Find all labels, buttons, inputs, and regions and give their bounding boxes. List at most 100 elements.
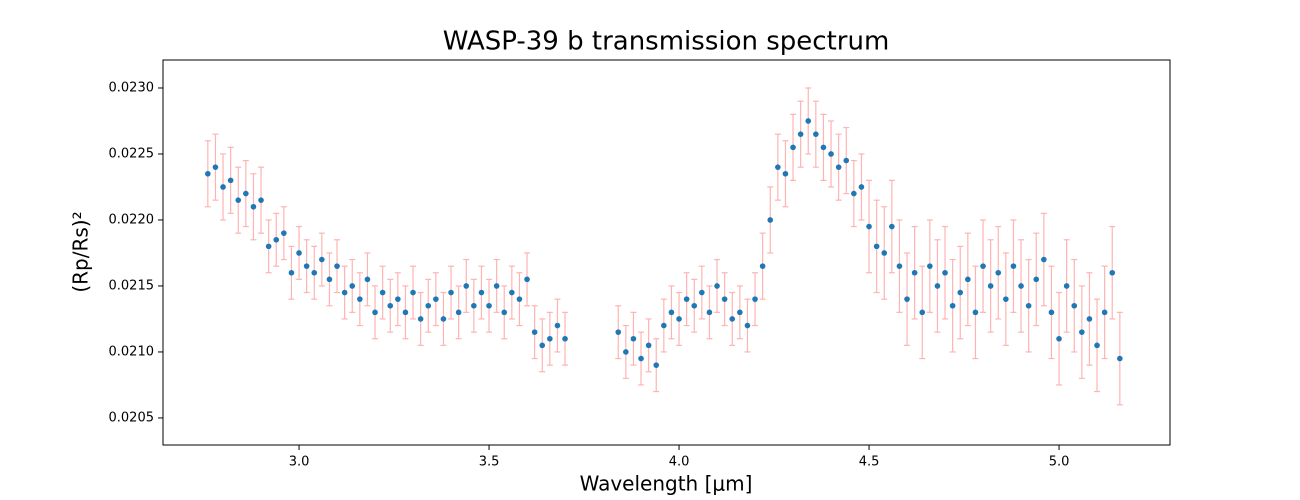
data-point — [448, 289, 454, 296]
data-point — [478, 289, 485, 296]
data-point — [995, 269, 1002, 276]
data-point — [235, 197, 242, 203]
data-point — [843, 157, 850, 164]
x-tick-label: 3.0 — [289, 455, 310, 470]
data-point — [455, 309, 462, 316]
data-point — [691, 302, 698, 309]
data-point — [539, 342, 546, 349]
data-point — [334, 263, 340, 269]
data-point — [357, 296, 363, 302]
data-point — [349, 283, 356, 289]
data-point — [281, 230, 287, 236]
data-point — [934, 283, 941, 289]
data-point — [501, 309, 508, 316]
data-point — [866, 223, 872, 230]
data-point — [744, 322, 751, 329]
data-point — [1010, 263, 1017, 269]
plot-frame — [162, 59, 1171, 446]
x-tick-label: 4.5 — [859, 455, 880, 470]
data-point — [683, 296, 690, 302]
data-point — [1041, 256, 1047, 263]
data-point — [303, 263, 310, 269]
data-point — [828, 151, 834, 157]
data-point — [1025, 302, 1032, 309]
data-point — [858, 184, 865, 190]
data-point — [562, 335, 568, 342]
data-point — [987, 283, 994, 289]
data-point — [889, 223, 895, 230]
data-point — [927, 263, 933, 269]
data-point — [623, 349, 629, 355]
data-point — [729, 316, 736, 322]
data-point — [387, 302, 394, 309]
data-point — [904, 296, 910, 302]
data-point — [714, 283, 720, 289]
data-point — [965, 276, 971, 283]
data-point — [433, 296, 439, 302]
x-tick-label: 3.5 — [479, 455, 500, 470]
data-point — [417, 316, 424, 322]
data-point — [326, 276, 333, 283]
data-point — [319, 256, 325, 263]
data-point — [425, 302, 432, 309]
data-point — [721, 296, 728, 302]
data-point — [1018, 283, 1024, 289]
data-point — [1079, 329, 1085, 335]
data-point — [516, 296, 523, 302]
data-point — [980, 263, 986, 269]
data-point — [797, 131, 804, 137]
data-point — [1117, 355, 1123, 362]
data-point — [531, 329, 538, 335]
data-point — [615, 329, 622, 335]
data-point — [972, 309, 979, 316]
data-point — [919, 309, 926, 316]
data-point — [296, 250, 302, 256]
y-tick-label: 0.0225 — [109, 146, 155, 161]
data-point — [752, 296, 758, 302]
data-point — [250, 203, 257, 210]
data-point — [1063, 283, 1070, 289]
data-point — [737, 309, 743, 316]
data-point — [1094, 342, 1100, 349]
data-point — [372, 309, 378, 316]
data-point — [554, 322, 561, 329]
data-point — [258, 197, 264, 203]
data-point — [509, 289, 515, 296]
data-point — [638, 355, 644, 362]
data-point — [341, 289, 348, 296]
data-point — [463, 283, 470, 289]
data-point — [957, 289, 964, 296]
data-point — [1033, 276, 1040, 283]
data-point — [820, 144, 827, 151]
data-point — [227, 177, 234, 184]
data-point — [243, 190, 249, 197]
y-axis-label: (Rp/Rs)² — [69, 211, 93, 292]
data-point — [1003, 296, 1009, 302]
data-point — [1086, 316, 1093, 322]
data-point — [759, 263, 766, 269]
data-point — [653, 362, 660, 368]
y-tick-label: 0.0230 — [109, 80, 155, 95]
data-point — [851, 190, 857, 197]
data-point — [410, 289, 416, 296]
x-tick-label: 4.0 — [669, 455, 690, 470]
data-point — [896, 263, 903, 269]
data-point — [706, 309, 713, 316]
data-point — [1101, 309, 1108, 316]
data-point — [775, 164, 781, 170]
data-point — [949, 302, 956, 309]
data-point — [813, 131, 819, 137]
data-point — [668, 309, 675, 316]
data-point — [493, 283, 500, 289]
data-point — [524, 276, 530, 283]
x-axis-label: Wavelength [μm] — [580, 472, 753, 496]
data-point — [767, 217, 774, 223]
data-point — [288, 269, 295, 276]
data-point — [699, 289, 705, 296]
data-point — [440, 316, 447, 322]
data-point — [782, 170, 789, 177]
data-point — [486, 302, 492, 309]
data-point — [881, 250, 888, 256]
data-point — [911, 269, 918, 276]
